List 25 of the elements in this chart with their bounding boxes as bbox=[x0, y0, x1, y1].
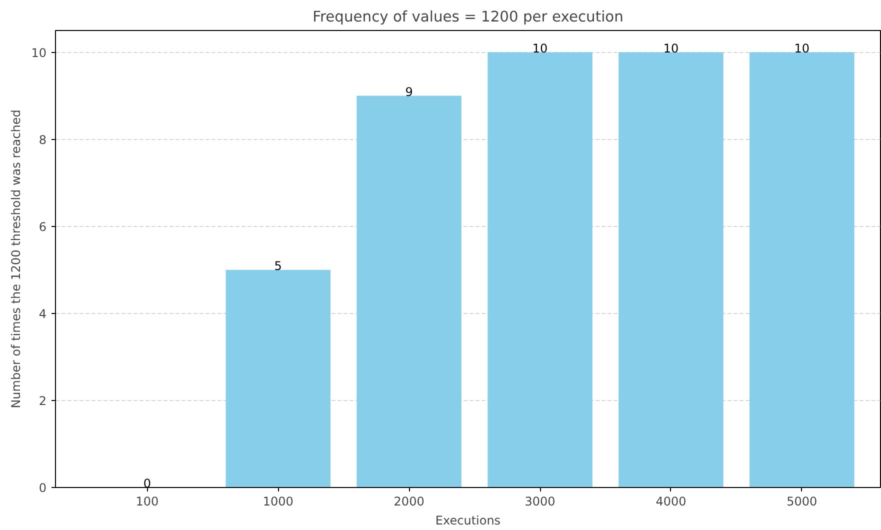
y-axis-title: Number of times the 1200 threshold was reached bbox=[9, 110, 24, 408]
x-tick-label: 1000 bbox=[262, 494, 294, 508]
y-tick-label: 4 bbox=[38, 306, 47, 321]
bar bbox=[750, 52, 854, 488]
data-label: 9 bbox=[405, 84, 413, 99]
y-tick-label: 2 bbox=[38, 394, 47, 408]
x-tick-label: 100 bbox=[136, 494, 159, 508]
y-tick-label: 10 bbox=[31, 46, 47, 60]
y-tick-label: 0 bbox=[38, 481, 47, 495]
y-tick-label: 6 bbox=[38, 220, 47, 234]
data-label: 10 bbox=[532, 41, 548, 56]
bar bbox=[226, 270, 330, 488]
bar bbox=[618, 52, 724, 488]
x-tick-label: 3000 bbox=[524, 494, 556, 508]
bar bbox=[356, 96, 462, 488]
x-axis-title: Executions bbox=[435, 514, 501, 528]
chart-title: Frequency of values = 1200 per execution bbox=[312, 8, 624, 26]
data-label: 10 bbox=[663, 41, 679, 56]
x-tick-label: 4000 bbox=[656, 494, 686, 508]
y-tick-label: 8 bbox=[38, 132, 47, 147]
bar bbox=[488, 52, 592, 488]
data-label: 10 bbox=[794, 41, 810, 56]
x-tick-label: 2000 bbox=[394, 494, 424, 508]
data-label: 5 bbox=[274, 258, 282, 273]
x-tick-label: 5000 bbox=[786, 494, 818, 508]
